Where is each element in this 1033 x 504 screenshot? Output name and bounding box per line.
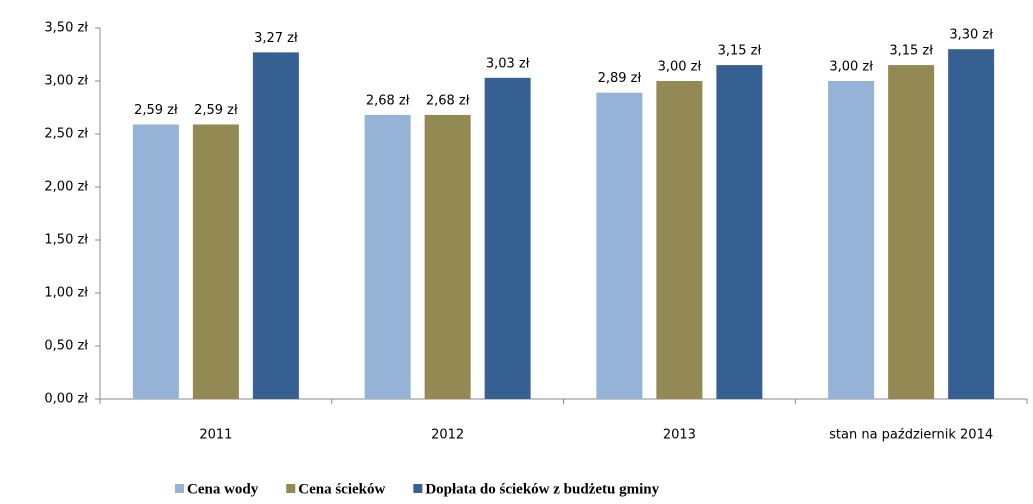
value-label: 3,03 zł	[486, 56, 530, 71]
value-label: 3,30 zł	[949, 28, 993, 43]
value-label: 3,15 zł	[718, 44, 762, 59]
bar	[716, 65, 763, 399]
legend-swatch	[413, 484, 423, 493]
bar	[828, 81, 875, 399]
legend-label: Dopłata do ścieków z budżetu gminy	[425, 481, 659, 497]
x-tick-label: 2012	[431, 428, 464, 443]
x-tick-label: 2013	[663, 428, 696, 443]
legend-label: Cena ścieków	[298, 481, 385, 497]
value-label: 2,68 zł	[366, 93, 410, 108]
bar	[656, 81, 703, 399]
value-label: 3,00 zł	[829, 60, 873, 75]
bar	[424, 114, 471, 400]
legend-swatch	[175, 484, 184, 493]
y-tick-label: 3,50 zł	[44, 21, 88, 36]
x-tick-label: stan na październik 2014	[829, 428, 993, 443]
bar	[888, 65, 935, 399]
y-tick-label: 1,00 zł	[44, 286, 88, 301]
bar	[364, 114, 411, 400]
value-label: 2,68 zł	[426, 93, 470, 108]
value-label: 2,59 zł	[194, 103, 238, 118]
legend-swatch	[286, 484, 296, 493]
value-label: 3,15 zł	[889, 44, 933, 59]
y-tick-label: 1,50 zł	[44, 233, 88, 248]
bar	[948, 49, 995, 399]
y-tick-label: 3,00 zł	[44, 74, 88, 89]
y-tick-label: 2,50 zł	[44, 127, 88, 142]
value-label: 3,00 zł	[658, 60, 702, 75]
y-tick-label: 0,00 zł	[44, 392, 88, 407]
bar	[132, 124, 179, 400]
y-tick-label: 0,50 zł	[44, 339, 88, 354]
x-tick-label: 2011	[199, 428, 232, 443]
bar	[192, 124, 239, 400]
bar	[484, 77, 531, 399]
value-label: 2,59 zł	[134, 103, 178, 118]
bar	[596, 92, 643, 399]
bar	[252, 52, 299, 399]
legend-label: Cena wody	[187, 481, 259, 497]
value-label: 3,27 zł	[254, 31, 298, 46]
y-tick-label: 2,00 zł	[44, 180, 88, 195]
value-label: 2,89 zł	[598, 71, 642, 86]
